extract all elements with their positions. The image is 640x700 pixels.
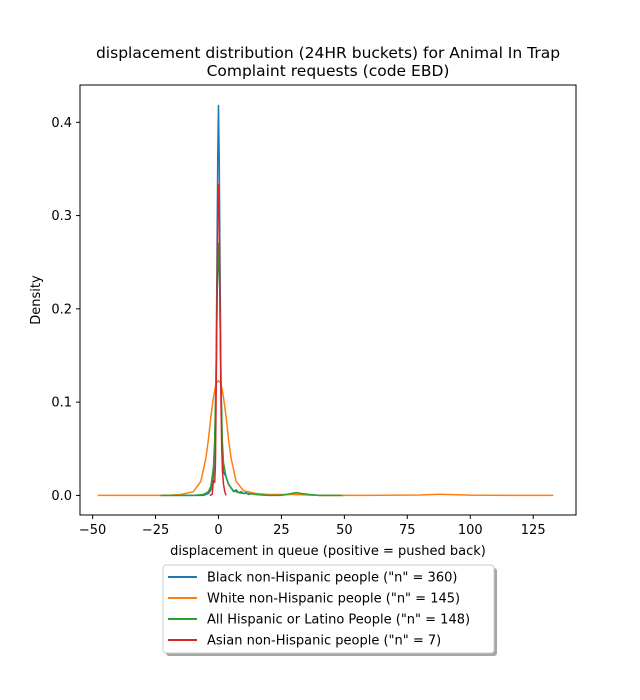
- x-axis-ticks: −50 −25 0 25 50 75 100 125: [79, 515, 546, 538]
- legend-items: Black non-Hispanic people ("n" = 360) Whi…: [168, 571, 470, 649]
- legend-label: Black non-Hispanic people ("n" = 360): [207, 571, 457, 586]
- y-tick-label: 0.1: [51, 396, 72, 411]
- y-axis-ticks: 0.0 0.1 0.2 0.3 0.4: [51, 116, 80, 504]
- x-tick-label: 25: [273, 523, 290, 538]
- x-tick-label: 100: [458, 523, 483, 538]
- series-line-4: [209, 184, 227, 497]
- y-tick-label: 0.0: [51, 489, 72, 504]
- legend-label: All Hispanic or Latino People ("n" = 148…: [207, 613, 470, 628]
- plot-frame: [79, 84, 577, 516]
- chart-title-line-1: displacement distribution (24HR buckets)…: [96, 44, 560, 62]
- x-tick-label: 125: [521, 523, 546, 538]
- chart-title-line-2: Complaint requests (code EBD): [207, 62, 450, 80]
- y-axis-title: Density: [29, 275, 44, 325]
- legend: Black non-Hispanic people ("n" = 360) Whi…: [162, 564, 497, 656]
- x-tick-label: 50: [336, 523, 353, 538]
- x-axis-title: displacement in queue (positive = pushed…: [170, 544, 486, 559]
- y-tick-label: 0.2: [51, 302, 72, 317]
- series-line-3: [160, 242, 342, 497]
- x-tick-label: 75: [399, 523, 416, 538]
- x-tick-label: 0: [214, 523, 222, 538]
- legend-label: Asian non-Hispanic people ("n" = 7): [207, 634, 441, 649]
- legend-label: White non-Hispanic people ("n" = 145): [207, 592, 460, 607]
- y-tick-label: 0.3: [51, 209, 72, 224]
- plot-lines: [97, 104, 554, 497]
- y-tick-label: 0.4: [51, 116, 72, 131]
- legend-box: [162, 564, 495, 654]
- x-tick-label: −50: [79, 523, 106, 538]
- x-tick-label: −25: [142, 523, 169, 538]
- series-line-2: [97, 379, 554, 497]
